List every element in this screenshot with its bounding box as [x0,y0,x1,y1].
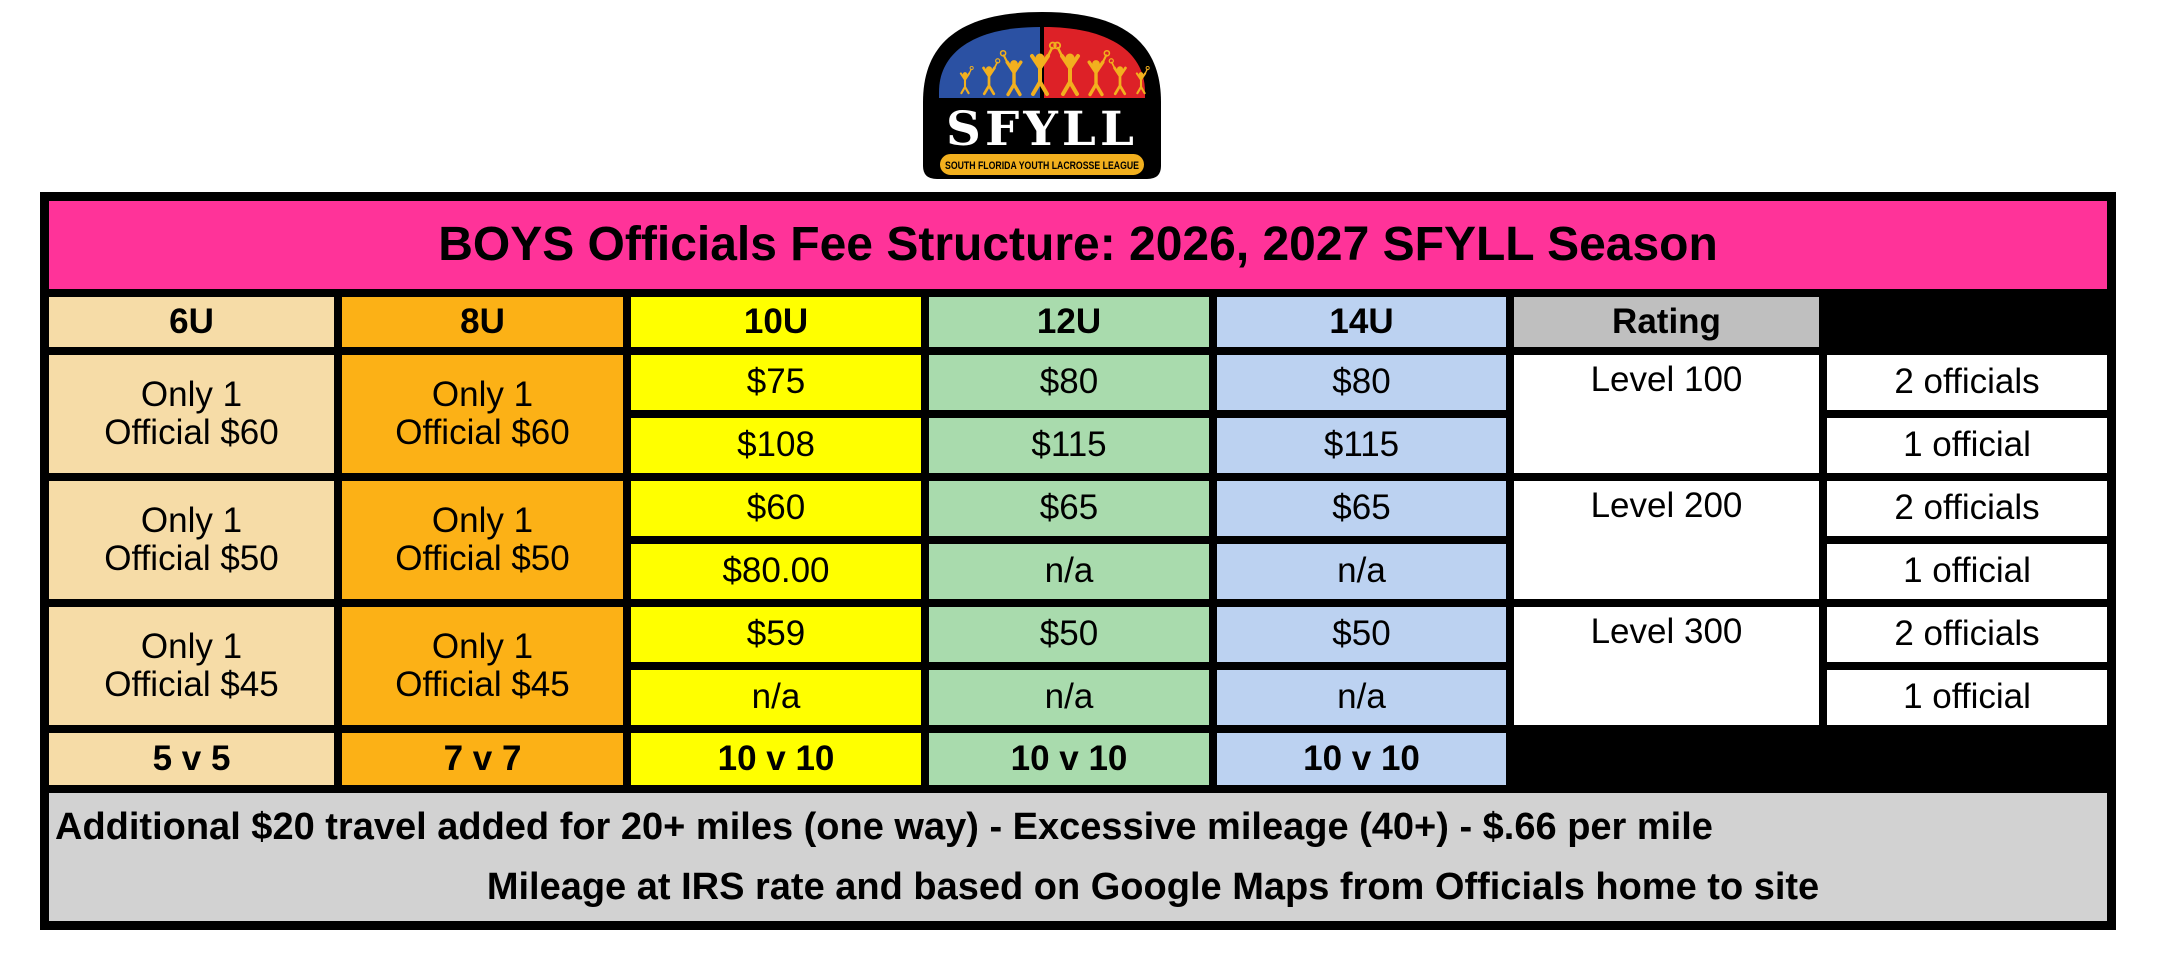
header-cell-14u: 14U [1217,297,1506,347]
header-cell-10u: 10U [631,297,921,347]
format-cell-14u: 10 v 10 [1217,733,1506,785]
travel-note-line2: Mileage at IRS rate and based on Google … [486,865,1820,908]
fee-cell-10u-level200-1official: $80.00 [631,544,921,599]
travel-notes: Additional $20 travel added for 20+ mile… [49,793,2107,921]
fee-cell-12u-level200-2officials: $65 [929,481,1209,536]
officials-cell-level300-1: 1 official [1827,670,2107,725]
format-cell-8u: 7 v 7 [342,733,623,785]
fee-cell-14u-level200-2officials: $65 [1217,481,1506,536]
fee-cell-10u-level300-2officials: $59 [631,607,921,662]
header-cell-12u: 12U [929,297,1209,347]
fee-cell-6u-level100: Only 1 Official $60 [49,355,334,473]
logo-figures [959,41,1150,97]
table-title: BOYS Officials Fee Structure: 2026, 2027… [49,201,2107,289]
fee-cell-12u-level100-2officials: $80 [929,355,1209,410]
format-cell-10u: 10 v 10 [631,733,921,785]
header-cell-rating: Rating [1514,297,1819,347]
rating-cell-level100: Level 100 [1514,355,1819,473]
officials-cell-level200-1: 1 official [1827,544,2107,599]
officials-cell-level200-2: 2 officials [1827,481,2107,536]
fee-cell-10u-level300-1official: n/a [631,670,921,725]
fee-cell-14u-level200-1official: n/a [1217,544,1506,599]
fee-cell-10u-level200-2officials: $60 [631,481,921,536]
fee-cell-10u-level100-1official: $108 [631,418,921,473]
format-cell-12u: 10 v 10 [929,733,1209,785]
fee-cell-8u-level200: Only 1 Official $50 [342,481,623,599]
fee-cell-10u-level100-2officials: $75 [631,355,921,410]
logo-tagline: SOUTH FLORIDA YOUTH LACROSSE LEAGUE [945,160,1139,172]
logo-acronym: SFYLL [946,102,1138,157]
header-cell-8u: 8U [342,297,623,347]
logo-tagline-pill [938,152,1146,177]
officials-cell-level100-2: 2 officials [1827,355,2107,410]
fee-cell-8u-level100: Only 1 Official $60 [342,355,623,473]
fee-cell-14u-level100-2officials: $80 [1217,355,1506,410]
rating-cell-level200: Level 200 [1514,481,1819,599]
fee-cell-12u-level200-1official: n/a [929,544,1209,599]
fee-cell-12u-level300-1official: n/a [929,670,1209,725]
officials-cell-level300-2: 2 officials [1827,607,2107,662]
format-cell-6u: 5 v 5 [49,733,334,785]
fee-cell-8u-level300: Only 1 Official $45 [342,607,623,725]
fee-cell-6u-level200: Only 1 Official $50 [49,481,334,599]
rating-cell-level300: Level 300 [1514,607,1819,725]
fee-structure-table: BOYS Officials Fee Structure: 2026, 2027… [40,192,2116,930]
fee-cell-14u-level100-1official: $115 [1217,418,1506,473]
fee-cell-12u-level100-1official: $115 [929,418,1209,473]
officials-cell-level100-1: 1 official [1827,418,2107,473]
header-cell-6u: 6U [49,297,334,347]
travel-note-line1: Additional $20 travel added for 20+ mile… [55,805,1713,848]
fee-cell-14u-level300-1official: n/a [1217,670,1506,725]
fee-cell-12u-level300-2officials: $50 [929,607,1209,662]
fee-cell-14u-level300-2officials: $50 [1217,607,1506,662]
fee-cell-6u-level300: Only 1 Official $45 [49,607,334,725]
sfyll-logo: SFYLL SOUTH FLORIDA YOUTH LACROSSE LEAGU… [923,12,1161,179]
